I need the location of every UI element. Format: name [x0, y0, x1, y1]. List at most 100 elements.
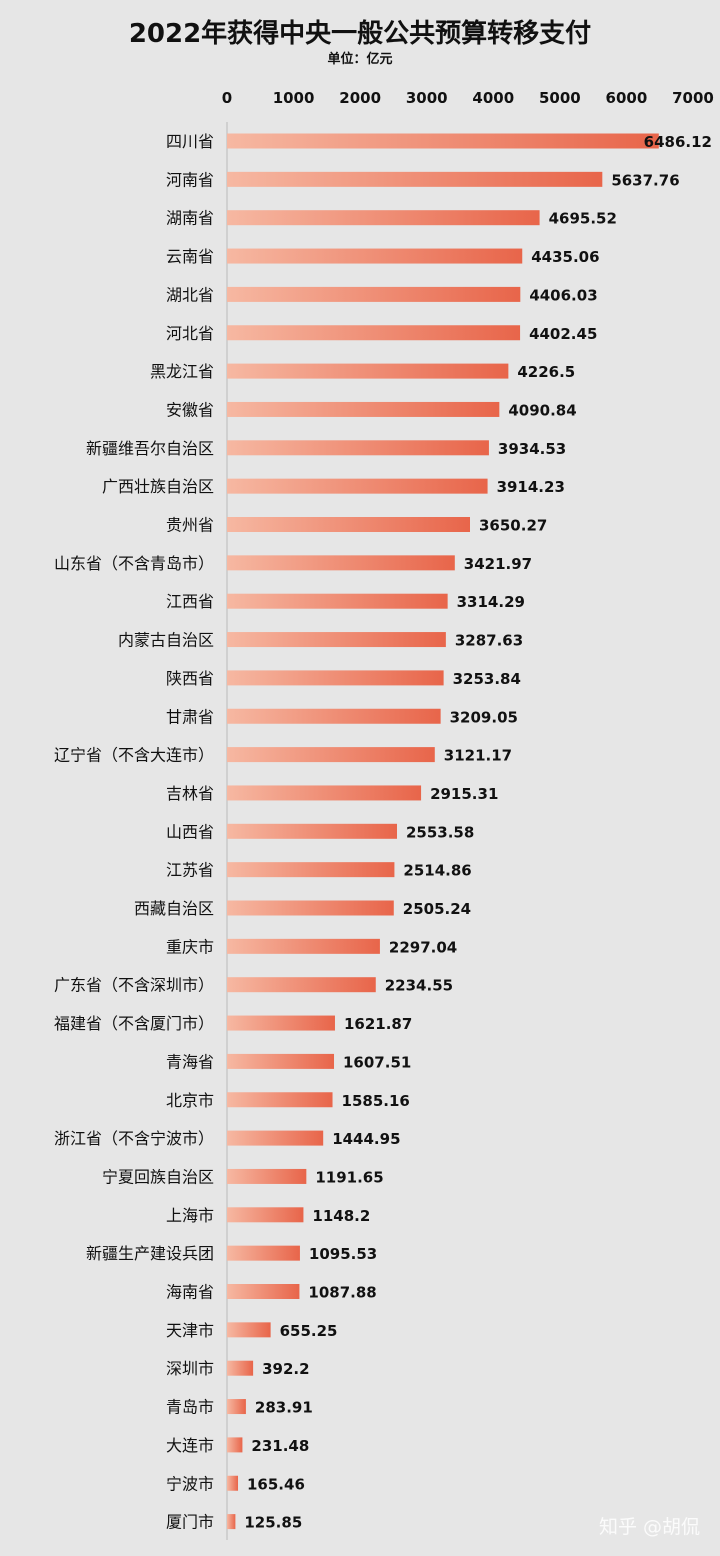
category-label: 上海市 [166, 1206, 214, 1225]
category-label: 云南省 [166, 247, 214, 266]
bar [227, 632, 446, 648]
value-label: 3121.17 [444, 747, 512, 765]
category-label: 安徽省 [166, 400, 214, 419]
bar [227, 1475, 239, 1491]
value-label: 1607.51 [343, 1053, 411, 1071]
bar [227, 1245, 300, 1261]
value-label: 3421.97 [464, 555, 532, 573]
x-tick-label: 7000 [672, 89, 714, 107]
value-label: 3914.23 [497, 478, 565, 496]
bar [227, 1322, 271, 1338]
value-label: 4226.5 [517, 363, 575, 381]
x-tick-label: 4000 [472, 89, 514, 107]
value-label: 3934.53 [498, 440, 566, 458]
category-label: 江苏省 [166, 861, 214, 880]
bar [227, 1399, 246, 1415]
bar [227, 286, 521, 302]
category-label: 河北省 [166, 324, 214, 343]
category-label: 青岛市 [166, 1398, 214, 1417]
value-label: 3287.63 [455, 632, 523, 650]
category-label: 广西壮族自治区 [102, 477, 214, 496]
category-label: 陕西省 [166, 669, 214, 688]
bar [227, 862, 395, 878]
watermark: 知乎 @胡侃 [599, 1516, 700, 1538]
bar [227, 1360, 254, 1376]
value-label: 4406.03 [529, 286, 597, 304]
value-label: 4402.45 [529, 325, 597, 343]
bar [227, 363, 509, 379]
value-label: 655.25 [280, 1322, 338, 1340]
value-label: 1095.53 [309, 1245, 377, 1263]
category-label: 四川省 [166, 132, 214, 151]
value-label: 2297.04 [389, 938, 457, 956]
category-label: 河南省 [166, 170, 214, 189]
bar [227, 517, 471, 532]
bar [227, 555, 455, 571]
chart-subtitle: 单位：亿元 [327, 51, 392, 67]
category-label: 福建省（不含厦门市） [54, 1014, 214, 1033]
x-tick-label: 5000 [539, 89, 581, 107]
x-tick-label: 3000 [406, 89, 448, 107]
category-label: 宁夏回族自治区 [102, 1167, 214, 1186]
value-label: 1585.16 [342, 1092, 410, 1110]
bar [227, 325, 521, 341]
value-label: 5637.76 [611, 171, 679, 189]
category-label: 北京市 [166, 1091, 214, 1110]
value-label: 3209.05 [450, 708, 518, 726]
bar [227, 747, 435, 763]
bar [227, 1015, 335, 1031]
bar [227, 171, 603, 187]
value-label: 1148.2 [312, 1207, 370, 1225]
bars-group: 四川省 6486.12 河南省 5637.76 湖南省 4695.52 云南省 4435.06… [54, 132, 712, 1532]
chart-title: 2022年获得中央一般公共预算转移支付 [129, 18, 591, 49]
x-tick-label: 2000 [339, 89, 381, 107]
bar [227, 1284, 300, 1299]
x-axis-ticks: 0 1000 2000 3000 4000 5000 6000 7000 [222, 89, 714, 107]
bar [227, 210, 540, 226]
value-label: 6486.12 [644, 133, 712, 151]
bar [227, 593, 448, 609]
bar [227, 1514, 236, 1530]
bar [227, 1092, 333, 1108]
bar [227, 478, 488, 494]
value-label: 1621.87 [344, 1015, 412, 1033]
value-label: 1087.88 [308, 1284, 376, 1302]
bar [227, 133, 659, 149]
category-label: 西藏自治区 [134, 899, 214, 918]
value-label: 2915.31 [430, 785, 498, 803]
value-label: 3253.84 [453, 670, 521, 688]
value-label: 2234.55 [385, 977, 453, 995]
value-label: 4435.06 [531, 248, 599, 266]
bar [227, 1207, 304, 1223]
category-label: 海南省 [166, 1283, 214, 1302]
category-label: 天津市 [166, 1321, 214, 1340]
bar [227, 1053, 335, 1069]
category-label: 浙江省（不含宁波市） [54, 1129, 214, 1148]
value-label: 165.46 [247, 1475, 305, 1493]
x-tick-label: 0 [222, 89, 232, 107]
value-label: 231.48 [251, 1437, 309, 1455]
category-label: 山西省 [166, 822, 214, 841]
category-label: 内蒙古自治区 [118, 631, 214, 650]
category-label: 大连市 [166, 1436, 214, 1455]
value-label: 2514.86 [403, 862, 471, 880]
bar [227, 1130, 324, 1146]
category-label: 湖北省 [166, 285, 214, 304]
bar [227, 440, 489, 456]
x-tick-label: 1000 [273, 89, 315, 107]
bar [227, 708, 441, 724]
category-label: 青海省 [166, 1052, 214, 1071]
category-label: 深圳市 [166, 1359, 214, 1378]
bar [227, 670, 444, 686]
bar [227, 248, 523, 264]
category-label: 辽宁省（不含大连市） [54, 746, 214, 765]
value-label: 1191.65 [315, 1168, 383, 1186]
value-label: 3650.27 [479, 517, 547, 535]
bar [227, 1437, 243, 1453]
value-label: 2505.24 [403, 900, 471, 918]
value-label: 125.85 [244, 1514, 302, 1532]
category-label: 厦门市 [166, 1513, 214, 1532]
bar [227, 785, 422, 801]
value-label: 2553.58 [406, 823, 474, 841]
